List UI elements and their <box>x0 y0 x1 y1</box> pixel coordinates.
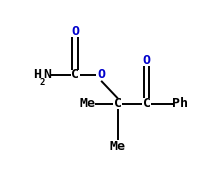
Text: C: C <box>143 97 150 110</box>
Text: O: O <box>71 25 79 38</box>
Text: O: O <box>143 54 150 67</box>
Text: O: O <box>97 68 105 81</box>
Text: H: H <box>33 68 41 81</box>
Text: Me: Me <box>79 97 95 110</box>
Text: 2: 2 <box>39 78 45 87</box>
Text: Ph: Ph <box>172 97 188 110</box>
Text: N: N <box>43 68 51 81</box>
Text: C: C <box>114 97 122 110</box>
Text: C: C <box>71 68 79 81</box>
Text: Me: Me <box>110 140 126 153</box>
